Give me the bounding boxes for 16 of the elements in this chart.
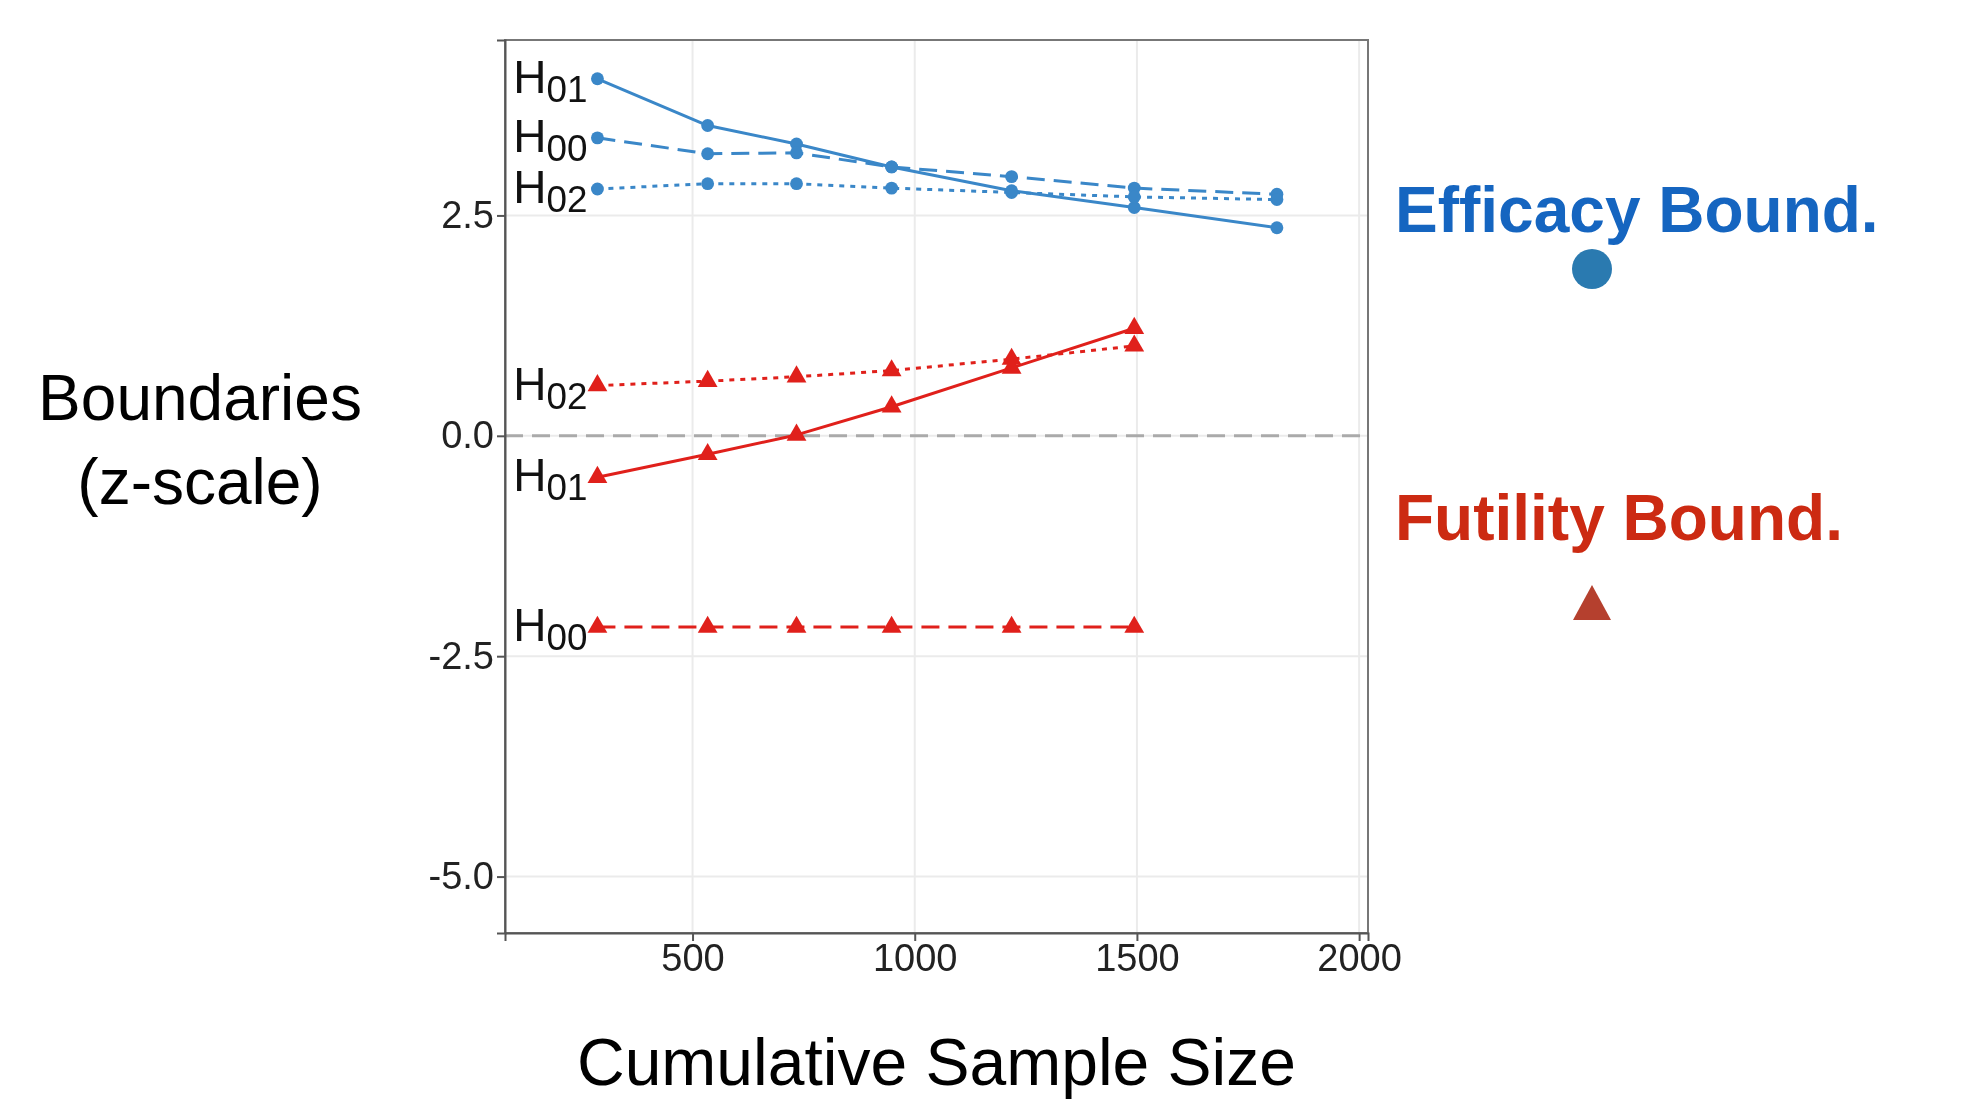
series-label: H$_{02}$ xyxy=(513,357,588,417)
y-tick-label: -2.5 xyxy=(428,634,494,677)
text: Futility Bound. xyxy=(1395,482,1843,554)
x-axis-title: Cumulative Sample Size xyxy=(577,1025,1296,1099)
text: Efficacy Bound. xyxy=(1395,174,1879,246)
y-tick-label: -5.0 xyxy=(428,855,494,898)
series-label: H$_{00}$ xyxy=(513,599,588,659)
x-tick-label: 2000 xyxy=(1317,936,1402,979)
y-tick-label: 0.0 xyxy=(441,414,494,457)
series-label: H$_{01}$ xyxy=(513,50,588,111)
x-tick-label: 500 xyxy=(661,936,725,979)
x-tick-label: 1500 xyxy=(1095,936,1180,979)
x-tick-label: 1000 xyxy=(872,936,958,979)
y-axis-title: Boundaries (z-scale) xyxy=(38,362,362,518)
y-tick-label: 2.5 xyxy=(441,194,494,237)
series-label: H$_{01}$ xyxy=(513,449,588,509)
